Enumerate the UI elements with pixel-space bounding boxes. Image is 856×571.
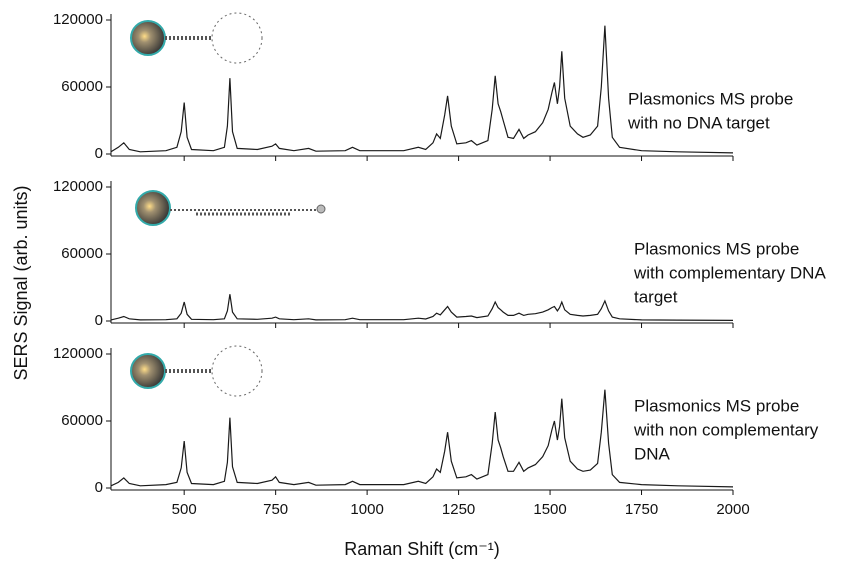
y-tick-label: 0: [95, 145, 103, 162]
y-tick-label: 60000: [61, 412, 103, 429]
y-tick-label: 0: [95, 312, 103, 329]
x-tick-label: 500: [172, 501, 197, 518]
y-tick-label: 120000: [53, 178, 103, 195]
y-axis-label: SERS Signal (arb. units): [11, 185, 31, 380]
annotation: with complementary DNA: [633, 263, 826, 282]
annotation: Plasmonics MS probe: [634, 396, 799, 415]
y-tick-label: 0: [95, 479, 103, 496]
x-tick-label: 2000: [716, 501, 749, 518]
y-tick-label: 120000: [53, 345, 103, 362]
probe-illustration-2: [135, 190, 326, 226]
spectrum-line: [110, 294, 734, 321]
spectrum-line: [110, 25, 734, 154]
y-tick-label: 60000: [61, 78, 103, 95]
annotation: Plasmonics MS probe: [634, 239, 799, 258]
y-tick-label: 120000: [53, 11, 103, 28]
x-tick-label: 1000: [350, 501, 383, 518]
annotation: target: [634, 287, 678, 306]
x-tick-label: 750: [263, 501, 288, 518]
annotation: with no DNA target: [627, 113, 770, 132]
annotation: DNA: [634, 444, 671, 463]
spectrum-line: [110, 389, 734, 488]
probe-illustration-3: [130, 345, 263, 397]
x-tick-label: 1250: [442, 501, 475, 518]
probe-illustration-1: [130, 12, 263, 64]
x-tick-label: 1750: [625, 501, 658, 518]
x-axis-label: Raman Shift (cm⁻¹): [344, 539, 500, 559]
x-tick-label: 1500: [533, 501, 566, 518]
annotation: with non complementary: [633, 420, 819, 439]
y-tick-label: 60000: [61, 245, 103, 262]
annotation: Plasmonics MS probe: [628, 89, 793, 108]
